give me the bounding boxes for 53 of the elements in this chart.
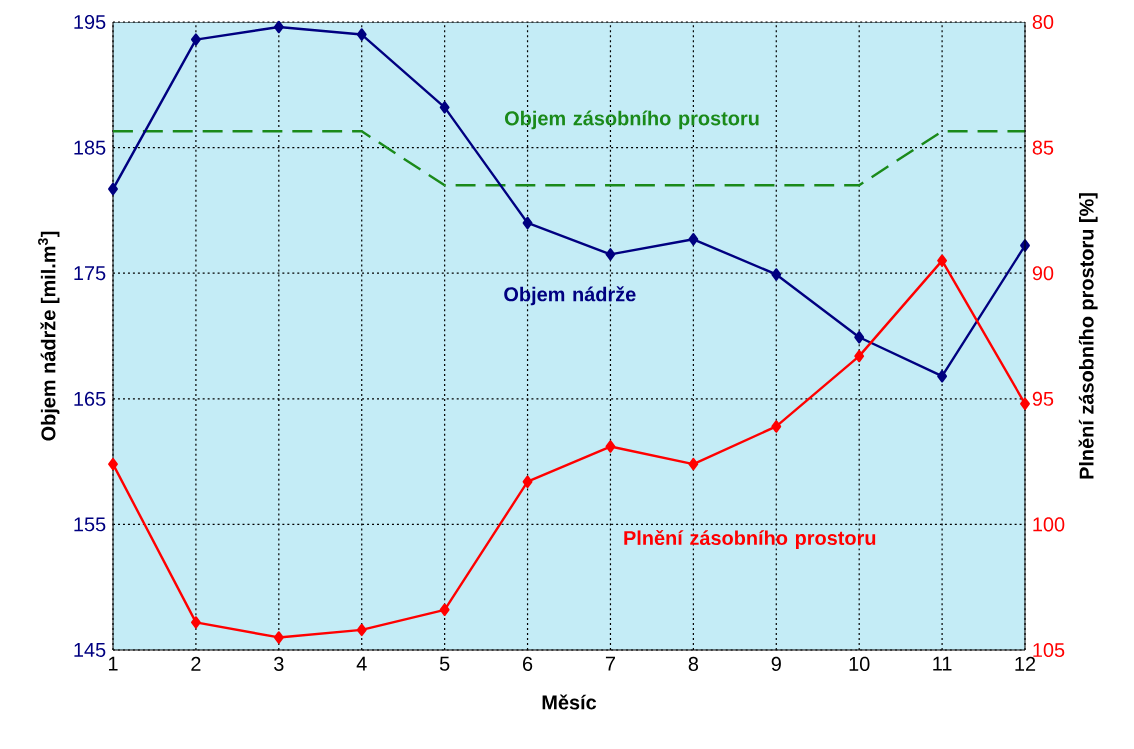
point: [937, 254, 948, 267]
point: [108, 182, 118, 196]
point: [854, 349, 865, 363]
y2-axis-title: Plnění zásobního prostoru [%]: [1078, 193, 1098, 479]
point: [937, 370, 948, 383]
x-tick-label: 11: [933, 656, 952, 671]
y-tick-label: 145: [74, 643, 106, 657]
x-tick-label: 9: [771, 656, 781, 671]
x-tick-label: 3: [274, 656, 284, 671]
point: [688, 233, 699, 246]
y-axis-title: Objem nádrže [mil.m$^{3}$]: [38, 231, 60, 441]
y2-tick-label: 80: [1032, 14, 1054, 30]
point: [108, 457, 118, 471]
x-axis-title: Měsíc: [542, 694, 597, 710]
point: [273, 20, 284, 34]
point: [356, 623, 367, 637]
series-label: Objem nádrže: [504, 286, 636, 306]
text: Objem zásobního prostoru: [504, 110, 759, 130]
x-tick-label: 12: [1015, 656, 1036, 671]
point: [522, 216, 533, 230]
y-tick-label: 155: [74, 517, 106, 532]
x-tick-label: 6: [523, 656, 533, 671]
y-tick-label: 195: [74, 14, 106, 30]
text: Plnění zásobního prostoru: [624, 529, 876, 549]
x-tick-label: 4: [356, 656, 367, 671]
y-tick-label: 175: [74, 266, 106, 281]
x-tick-label: 8: [688, 656, 699, 671]
point: [439, 603, 450, 616]
y2-tick-label: 100: [1033, 517, 1065, 532]
point: [522, 475, 533, 488]
point: [605, 248, 616, 261]
point: [190, 616, 201, 629]
point: [771, 268, 782, 281]
y2-tick-label: 90: [1032, 266, 1054, 281]
x-tick-label: 7: [605, 656, 615, 671]
point: [771, 420, 782, 433]
point: [190, 33, 201, 46]
point: [1020, 397, 1030, 411]
y2-tick-label: 95: [1032, 391, 1054, 406]
point: [273, 631, 284, 644]
y2-tick-label: 105: [1033, 642, 1065, 658]
point: [605, 440, 616, 453]
x-tick-label: 1: [108, 656, 118, 671]
y2-tick-label: 85: [1032, 140, 1054, 155]
x-tick-label: 5: [439, 656, 450, 671]
x-tick-label: 10: [849, 656, 870, 671]
point: [854, 331, 865, 344]
point: [356, 28, 367, 41]
y-tick-label: 165: [74, 391, 106, 406]
y-tick-label: 185: [74, 140, 106, 155]
point: [688, 457, 699, 471]
x-tick-label: 2: [191, 656, 201, 671]
point: [439, 101, 450, 114]
